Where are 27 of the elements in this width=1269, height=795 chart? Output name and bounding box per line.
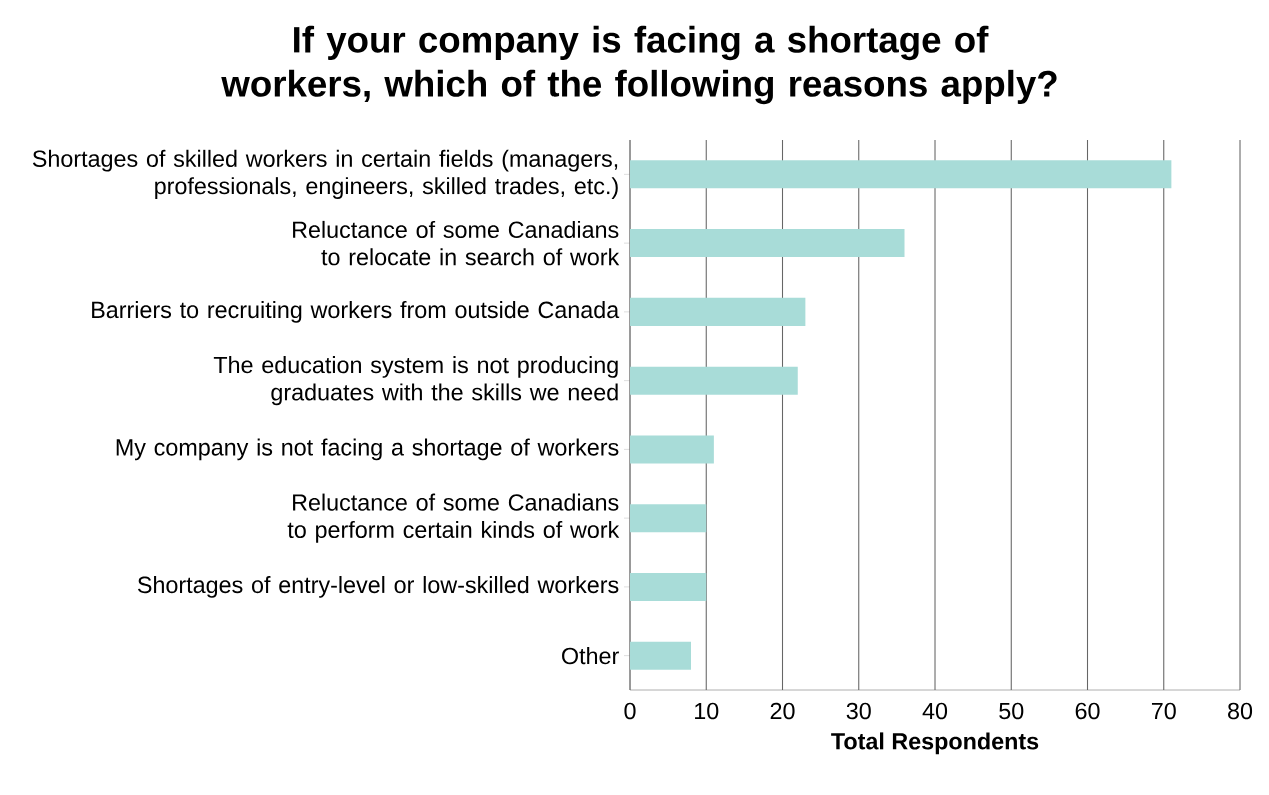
x-tick-label: 40 [922,702,948,720]
y-tick-label: Shortages of skilled workers in certain fields (managers, professionals, engineers, skilled trades, etc.) [32,149,618,199]
y-tick-label: Reluctance of some Canadians to relocate in search of work [293,220,620,266]
x-tick-label: 20 [770,702,795,720]
y-tick-label: The education system is not producing graduates with the skills we need [213,356,618,406]
y-tick-label: My company is not facing a shortage of workers [116,438,619,461]
x-axis-title: Total Respondents [831,732,1039,755]
bar [630,435,714,464]
x-tick-label: 10 [695,702,719,720]
x-tick-label: 50 [999,702,1024,720]
bar [630,504,707,533]
bar [630,229,905,258]
x-tick-label: 0 [624,702,636,720]
bar [630,572,707,601]
bar [630,160,1172,189]
x-tick-label: 80 [1228,702,1253,720]
chart-title: If your company is facing a shortage of workers, which of the following reasons apply? [221,25,1057,105]
y-tick-label: Reluctance of some Canadians to perform certain kinds of work [287,493,620,543]
bar [630,366,798,395]
y-tick-label: Shortages of entry-level or low-skilled workers [137,575,619,598]
bar [630,641,691,670]
x-tick-label: 70 [1151,702,1176,720]
x-tick-label: 60 [1075,702,1100,720]
bar [630,297,806,326]
y-tick-label: Other [562,647,619,665]
x-tick-label: 30 [846,702,871,720]
y-tick-label: Barriers to recruiting workers from outside Canada [92,300,620,323]
